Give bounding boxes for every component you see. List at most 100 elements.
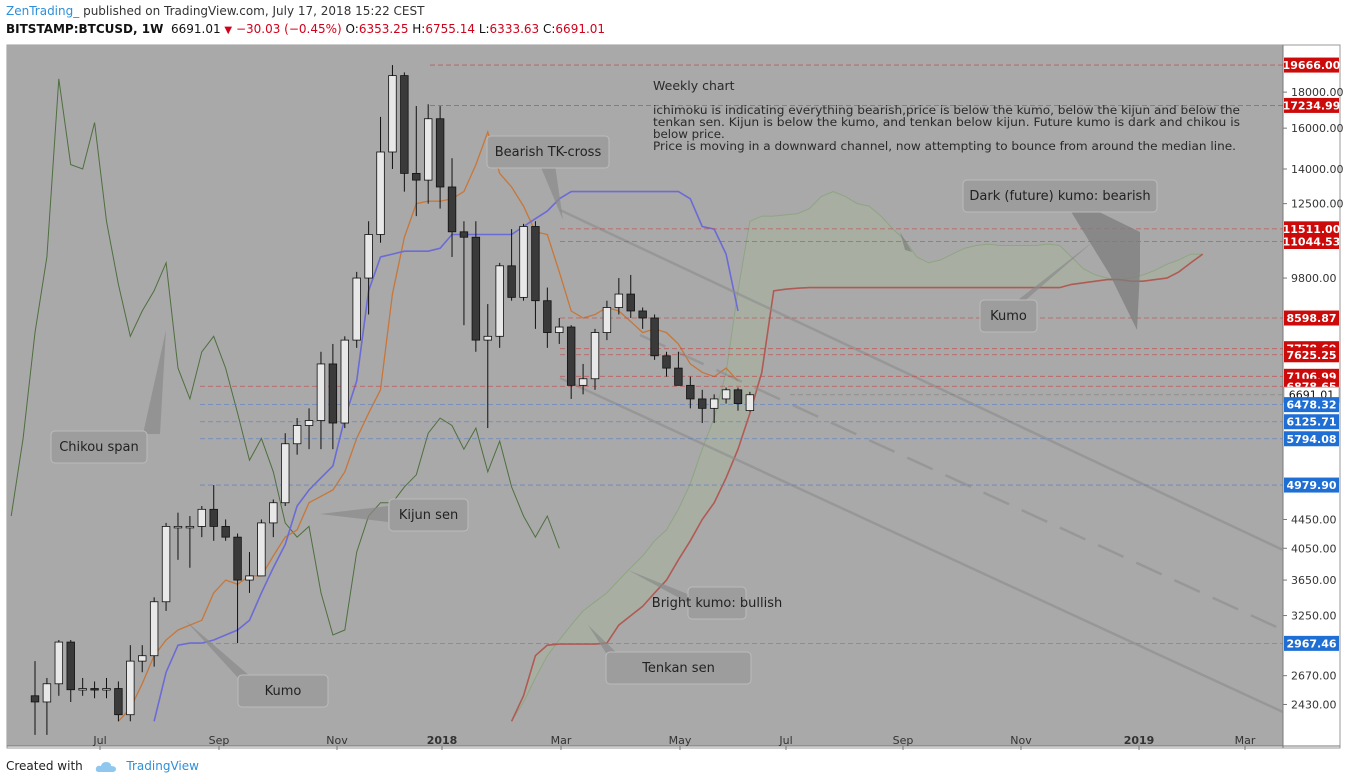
bear-candle-body: [686, 384, 695, 400]
bull-candle-body: [149, 601, 159, 657]
note-text: below price.: [653, 127, 725, 141]
y-tick-label: 2430.00: [1291, 698, 1337, 711]
y-tick-label: 3650.00: [1291, 574, 1337, 587]
kumo-right-pointer: [1005, 240, 1095, 310]
kijun-sen-line: [153, 190, 739, 722]
callout-background: [50, 430, 148, 464]
bull-candle-body: [292, 425, 302, 445]
x-tick-label: 2019: [1124, 734, 1155, 747]
bright-kumo-pointer: [588, 625, 620, 656]
bear-candle-body: [328, 363, 338, 424]
candle: [745, 391, 755, 412]
bull-candle-body: [578, 378, 588, 386]
candle: [435, 106, 445, 209]
candle: [566, 325, 576, 399]
candle: [709, 394, 719, 424]
candle: [400, 72, 409, 192]
y-tick-label: 9800.00: [1291, 272, 1337, 285]
bull-candle-body: [602, 307, 612, 333]
x-tick-label: 2018: [427, 734, 458, 747]
published-text: published on TradingView.com, July 17, 2…: [83, 4, 425, 18]
x-tick-label: May: [669, 734, 692, 747]
candle: [114, 681, 123, 722]
bull-candle-body: [388, 75, 397, 153]
bear-candle-body: [30, 695, 40, 703]
candle: [602, 300, 612, 341]
price-badge-bg: [1284, 414, 1339, 430]
candle: [614, 278, 624, 315]
bear-candle-body: [543, 300, 552, 333]
price-badge: 11044.53: [1283, 233, 1340, 249]
bull-candle-body: [78, 688, 87, 691]
callout-label: Dark (future) kumo: bearish: [969, 189, 1150, 204]
candle: [185, 516, 195, 568]
note-text: ichimoku is indicating everything bearis…: [653, 103, 1240, 117]
price-badge-bg: [1284, 57, 1339, 73]
bull-candle-body: [304, 420, 314, 426]
price-badge: 2967.46: [1284, 635, 1339, 651]
bull-candle-body: [614, 293, 624, 308]
callout-background: [605, 651, 752, 685]
candle: [495, 262, 504, 348]
price-badge-bg: [1284, 347, 1339, 363]
open-value: 6353.25: [358, 22, 409, 36]
candle: [173, 512, 183, 560]
tradingview-cloud-icon: [95, 761, 116, 772]
bear-candle-body: [638, 310, 647, 319]
price-badge-bg: [1284, 221, 1339, 237]
kumo-left-pointer: [628, 570, 692, 605]
price-badge-bg: [1284, 97, 1339, 113]
candle: [650, 314, 659, 360]
tenkan-pointer: [185, 620, 252, 680]
bear-candle-body: [412, 172, 421, 181]
price-badge: 6478.32: [1284, 397, 1339, 413]
bull-candle-body: [197, 508, 207, 527]
bull-candle-body: [245, 575, 254, 581]
candle: [364, 221, 373, 315]
bear-candle-body: [221, 526, 230, 538]
symbol-label: BITSTAMP:BTCUSD, 1W: [6, 22, 164, 36]
last-price: 6691.01: [170, 22, 221, 36]
note-title: Weekly chart: [653, 78, 735, 93]
bull-candle-body: [590, 332, 600, 380]
created-with-text: Created with: [6, 759, 83, 773]
candle: [674, 351, 683, 386]
price-badge: 19666.00: [1283, 57, 1341, 73]
candle: [66, 640, 75, 702]
callout-label: Chikou span: [59, 440, 139, 455]
low-label: L:: [478, 22, 490, 36]
close-label: C:: [543, 22, 556, 36]
bull-candle-body: [745, 394, 755, 411]
bull-candle-body: [709, 398, 719, 409]
bull-candle-body: [340, 339, 349, 424]
price-badge-bg: [1284, 310, 1339, 326]
tradingview-link[interactable]: TradingView: [126, 759, 199, 773]
candle: [245, 552, 254, 593]
publish-info: ZenTrading_ published on TradingView.com…: [6, 4, 424, 18]
low-value: 6333.63: [489, 22, 540, 36]
price-badge: 8598.87: [1284, 310, 1339, 326]
callout-background: [687, 586, 747, 620]
note-text: tenkan sen. Kijun is below the kumo, and…: [653, 115, 1240, 129]
dark-kumo-pointer: [1070, 210, 1140, 330]
candle: [459, 221, 469, 326]
bull-candle-body: [185, 526, 195, 529]
candle: [328, 343, 338, 450]
bull-candle-body: [352, 277, 361, 341]
bull-candle-body: [483, 335, 492, 341]
candle: [733, 387, 743, 411]
bull-candle-body: [161, 526, 171, 603]
price-badge-label: 5794.08: [1286, 433, 1336, 446]
price-badge-label: 7625.25: [1286, 349, 1336, 362]
price-change: −30.03 (−0.45%): [235, 22, 342, 36]
x-tick-label: Nov: [1010, 734, 1032, 747]
bear-candle-body: [626, 293, 635, 312]
price-badge-label: 6125.71: [1286, 416, 1336, 429]
kijun-pointer: [320, 506, 388, 522]
bear-candle-body: [566, 326, 576, 386]
bull-candle-body: [423, 118, 433, 181]
author-link[interactable]: ZenTrading_: [6, 4, 80, 18]
price-badge-bg: [1284, 477, 1339, 493]
callout-label: Kijun sen: [399, 508, 458, 523]
